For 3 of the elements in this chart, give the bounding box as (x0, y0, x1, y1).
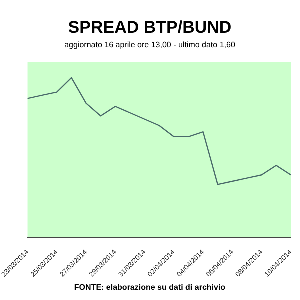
source-note: FONTE: elaborazione su dati di archivio (73, 283, 227, 292)
chart-subtitle: aggiornato 16 aprile ore 13,00 - ultimo dato 1,60 (64, 40, 236, 50)
chart-title: SPREAD BTP/BUND (68, 18, 232, 37)
